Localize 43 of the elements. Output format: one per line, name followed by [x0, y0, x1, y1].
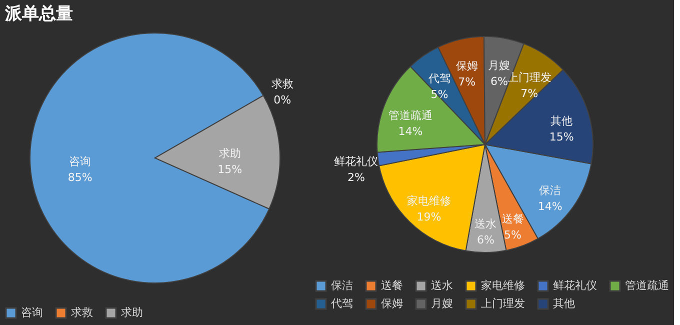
legend-label: 送水 [431, 279, 453, 292]
slice-label: 求助 [218, 147, 241, 160]
legend-label: 其他 [553, 297, 575, 310]
legend-label: 上门理发 [481, 297, 525, 310]
slice-label: 咨询 [69, 154, 92, 168]
data-label: 19% [416, 210, 442, 224]
data-label: 6% [490, 74, 508, 88]
data-label: 15% [549, 130, 574, 144]
slice-label: 其他 [550, 114, 573, 128]
slice-label: 上门理发 [507, 70, 552, 84]
slice-label: 鲜花礼仪 [334, 154, 378, 168]
data-label: 14% [398, 124, 423, 138]
chart-title: 派单总量 [4, 4, 73, 24]
legend-label: 管道疏通 [625, 279, 669, 292]
slice-label: 送水 [474, 217, 497, 230]
legend-label: 送餐 [381, 279, 403, 292]
slice-label: 家电维修 [407, 194, 452, 208]
legend-label: 求助 [121, 306, 143, 319]
data-label: 7% [458, 76, 476, 89]
data-label: 85% [68, 170, 92, 184]
slice-label: 送餐 [502, 212, 524, 226]
legend-label: 咨询 [21, 306, 43, 319]
data-label: 2% [347, 170, 365, 184]
data-label: 14% [538, 200, 562, 213]
slice-label: 代驾 [427, 72, 450, 85]
legend-label: 月嫂 [431, 297, 453, 310]
legend-label: 保洁 [331, 279, 353, 292]
legend-label: 家电维修 [481, 279, 525, 292]
legend-label: 鲜花礼仪 [553, 279, 597, 292]
legend-label: 代驾 [330, 297, 353, 310]
data-label: 15% [218, 163, 242, 176]
slice-label: 月嫂 [488, 58, 510, 72]
slice-label: 保洁 [539, 184, 562, 197]
legend-label: 保姆 [381, 297, 403, 310]
slice-label: 保姆 [456, 60, 478, 73]
legend-label: 求救 [71, 306, 93, 319]
data-label: 5% [430, 88, 448, 101]
text: 0% [274, 94, 292, 107]
data-label: 6% [477, 233, 494, 246]
data-label: 5% [504, 228, 522, 242]
slice-label: 管道疏通 [388, 108, 432, 122]
category-label: 求救 [271, 78, 294, 91]
data-label: 7% [520, 86, 538, 100]
